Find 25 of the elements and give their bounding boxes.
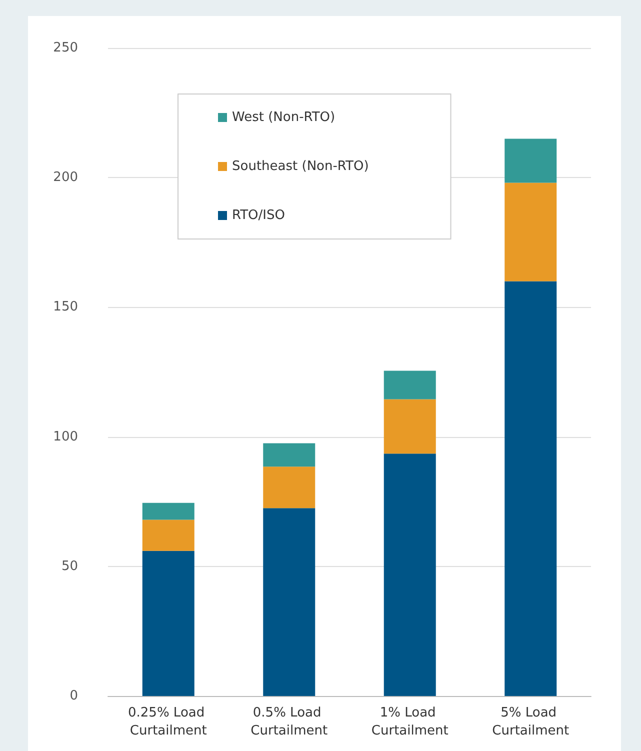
bar — [263, 443, 316, 467]
bar — [142, 550, 194, 696]
y-tick-label: 100 — [53, 429, 78, 444]
y-tick-label: 150 — [53, 300, 78, 315]
x-tick-label: 5% Load Curtailment — [492, 706, 570, 738]
legend-label: West (Non-RTO) — [232, 110, 336, 125]
bar — [384, 454, 436, 696]
y-tick-label: 50 — [61, 558, 78, 574]
legend-label: Southeast (Non-RTO) — [232, 159, 369, 174]
bar — [263, 466, 316, 508]
y-tick-label: 250 — [53, 40, 78, 56]
bar — [263, 508, 316, 696]
bar — [384, 399, 436, 454]
bar — [384, 370, 436, 400]
bar — [142, 520, 194, 551]
bar — [142, 502, 194, 520]
bar — [504, 281, 557, 696]
y-tick-label: 200 — [53, 170, 78, 186]
x-tick-label: 0.5% Load Curtailment — [250, 706, 328, 738]
bar — [504, 138, 557, 183]
y-tick-label: 0 — [70, 688, 78, 704]
legend-label: RTO/ISO — [232, 208, 285, 223]
x-tick-label: 1% Load Curtailment — [371, 706, 448, 738]
x-tick-label: 0.25% Load Curtailment — [128, 706, 209, 738]
bar — [504, 182, 557, 282]
